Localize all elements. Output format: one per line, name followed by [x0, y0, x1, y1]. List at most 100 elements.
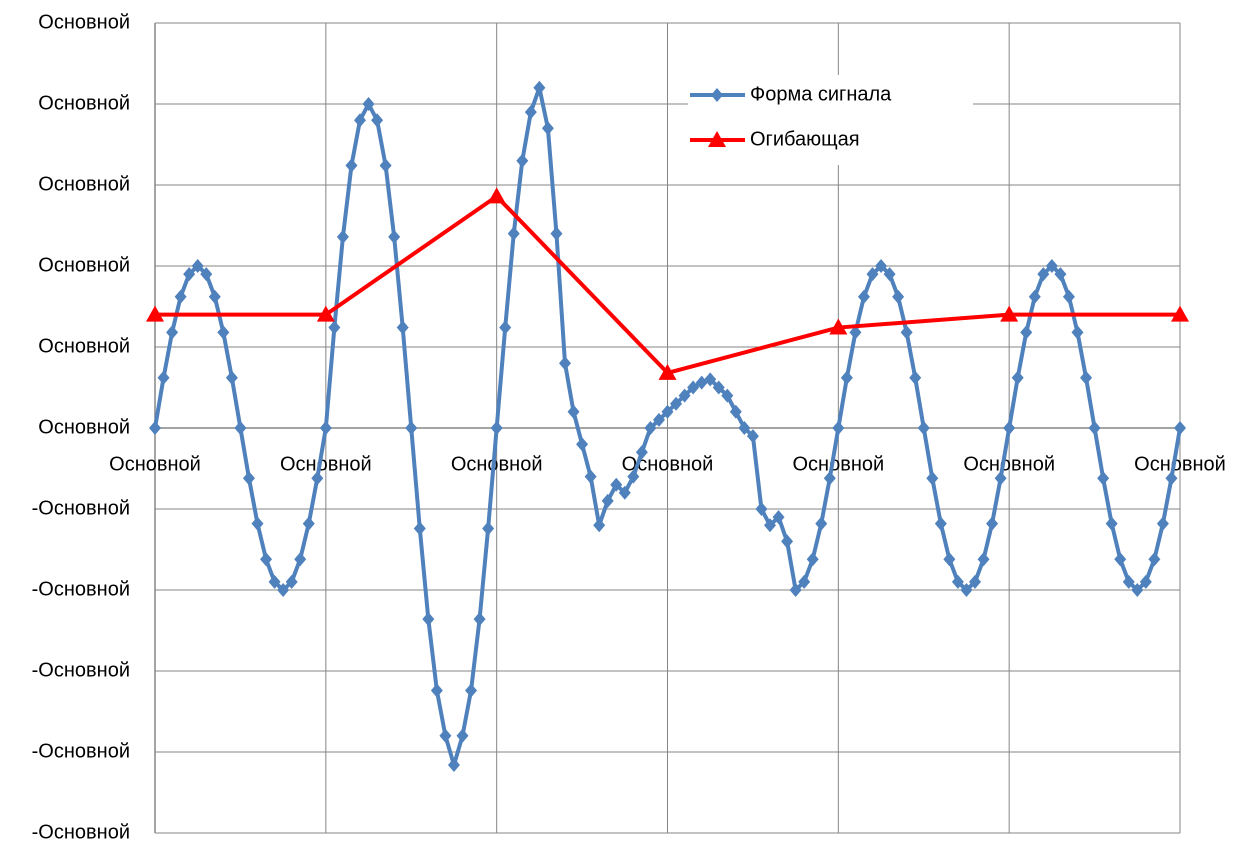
data-point	[601, 493, 614, 508]
data-point	[294, 552, 307, 567]
data-point	[875, 259, 888, 273]
data-point	[516, 153, 529, 168]
data-point	[1131, 583, 1144, 597]
data-point	[362, 97, 375, 111]
data-point	[499, 320, 512, 335]
data-point	[260, 552, 273, 567]
data-point	[823, 471, 836, 486]
data-point	[456, 728, 469, 743]
data-point	[986, 516, 999, 531]
data-point	[1174, 421, 1186, 435]
legend-marker	[708, 131, 726, 147]
data-point	[815, 516, 828, 531]
data-point	[174, 289, 187, 304]
data-point	[465, 683, 478, 698]
data-point	[840, 370, 853, 385]
data-point	[146, 305, 164, 322]
data-point	[302, 516, 315, 531]
data-point	[1105, 516, 1118, 531]
x-tick-label: Основной	[963, 453, 1055, 475]
data-point	[652, 412, 665, 427]
legend: Форма сигнала Огибающая	[688, 75, 973, 165]
data-point	[166, 325, 179, 340]
data-point	[618, 485, 631, 500]
data-point	[487, 187, 506, 204]
data-point	[917, 421, 930, 435]
data-point	[388, 229, 401, 244]
data-point	[909, 370, 922, 385]
data-point	[1148, 552, 1161, 567]
data-point	[1097, 471, 1110, 486]
data-point	[533, 80, 546, 95]
data-point	[354, 113, 366, 128]
data-point	[627, 469, 640, 484]
y-tick-label: -Основной	[32, 740, 130, 762]
data-point	[1171, 305, 1189, 322]
data-point	[934, 516, 947, 531]
y-tick-label: Основной	[38, 335, 130, 357]
data-point	[336, 229, 349, 244]
data-point	[439, 728, 452, 743]
data-point	[610, 477, 623, 492]
data-point	[1114, 552, 1127, 567]
data-point	[661, 404, 674, 419]
data-point	[704, 372, 717, 387]
data-point	[1003, 421, 1016, 435]
data-point	[866, 267, 879, 282]
data-point	[422, 612, 435, 627]
data-point	[567, 404, 580, 419]
data-point	[550, 226, 563, 241]
data-point	[1054, 267, 1067, 282]
data-point	[1122, 574, 1135, 589]
data-point	[482, 521, 495, 536]
x-tick-label: Основной	[451, 453, 543, 475]
data-point	[208, 289, 221, 304]
y-tick-label: Основной	[38, 416, 130, 438]
data-point	[1080, 370, 1093, 385]
data-point	[1165, 471, 1178, 486]
data-point	[396, 320, 409, 335]
data-point	[473, 612, 486, 627]
legend-marker	[711, 88, 723, 102]
data-point	[832, 421, 845, 435]
data-point	[311, 471, 324, 486]
data-point	[371, 113, 384, 128]
data-point	[1037, 267, 1050, 282]
x-tick-label: Основной	[792, 453, 884, 475]
data-point	[1011, 370, 1024, 385]
x-tick-label: Основной	[1134, 453, 1226, 475]
y-tick-label: -Основной	[32, 659, 130, 681]
data-point	[943, 552, 956, 567]
y-tick-label: Основной	[38, 173, 130, 195]
data-point	[541, 121, 554, 136]
data-point	[977, 552, 990, 567]
data-point	[857, 289, 870, 304]
data-point	[242, 471, 255, 486]
data-point	[658, 363, 677, 380]
data-point	[200, 267, 213, 282]
data-point	[285, 574, 298, 589]
data-point	[678, 388, 691, 403]
data-point	[926, 471, 939, 486]
data-point	[798, 574, 811, 589]
data-point	[969, 574, 981, 589]
data-point	[234, 421, 247, 435]
data-point	[490, 421, 503, 435]
data-point	[157, 370, 170, 385]
data-point	[225, 370, 238, 385]
data-point	[1000, 305, 1019, 322]
x-tick-label: Основной	[280, 453, 372, 475]
data-point	[764, 518, 776, 533]
data-point	[806, 552, 819, 567]
data-point	[789, 583, 802, 597]
data-point	[1088, 421, 1101, 435]
data-point	[345, 158, 358, 173]
data-point	[772, 510, 785, 525]
data-point	[746, 429, 759, 444]
data-point	[738, 421, 751, 435]
data-point	[524, 105, 537, 120]
data-point	[319, 421, 332, 435]
data-point	[593, 518, 606, 533]
data-point	[1062, 289, 1075, 304]
